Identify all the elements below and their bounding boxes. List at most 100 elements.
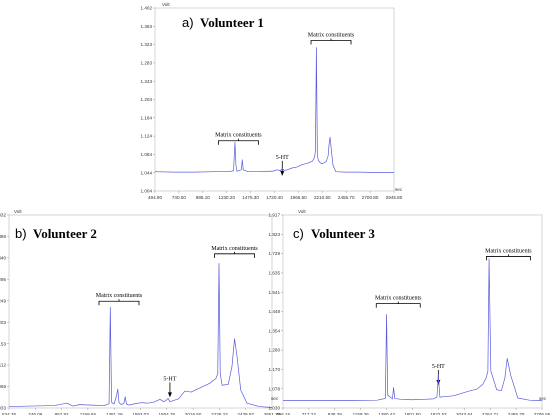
y-tick-label: 1.340 xyxy=(0,255,6,260)
y-tick-label: 1.729 xyxy=(269,251,281,256)
panel-letter: a) xyxy=(182,15,194,30)
y-tick-label: 1.283 xyxy=(141,61,153,66)
arrow-head xyxy=(280,170,285,176)
x-tick-label: 1230.20 xyxy=(218,195,235,200)
y-tick-label: 1.124 xyxy=(141,134,153,139)
x-tick-label: 740.00 xyxy=(172,195,186,200)
arrow-head xyxy=(436,379,441,385)
annotations: Matrix constituents 5-HT Matrix constituen… xyxy=(375,248,532,385)
x-tick-label: 1593.03 xyxy=(132,412,149,415)
y-tick-label: 1.078 xyxy=(269,386,281,391)
arrow-head xyxy=(167,392,172,398)
y-tick-label: 1.204 xyxy=(141,97,153,102)
bracket xyxy=(375,301,421,308)
x-tick-label: 2485.78 xyxy=(508,412,525,415)
plot-frame xyxy=(154,7,395,192)
x-unit-label: sec xyxy=(395,187,403,192)
y-tick-label: 1.066 xyxy=(0,384,6,389)
y-tick-label: 1.084 xyxy=(141,152,153,157)
x-tick-label: 1965.50 xyxy=(290,195,307,200)
y-tick-label: 1.203 xyxy=(0,320,6,325)
x-tick-label: 496.15 xyxy=(276,412,290,415)
panel-volunteer-2: Volt sec b) Volunteer 2 1.0331.0661.1121… xyxy=(0,209,281,415)
bracket xyxy=(98,299,140,306)
panel-volunteer-3: Volt sec c) Volunteer 3 1.0301.0781.1701… xyxy=(269,209,550,415)
y-unit-label: Volt xyxy=(14,209,22,214)
y-tick-label: 1.386 xyxy=(0,234,6,239)
x-tick-label: 2228.23 xyxy=(211,412,228,415)
x-tick-label: 1601.50 xyxy=(404,412,421,415)
panel-title: Volunteer 3 xyxy=(311,226,375,241)
y-tick-label: 1.170 xyxy=(269,367,281,372)
x-unit-label: sec xyxy=(271,396,279,401)
x-tick-label: 746.09 xyxy=(28,412,42,415)
y-tick-label: 1.363 xyxy=(141,24,153,29)
x-tick-label: 2455.70 xyxy=(338,195,355,200)
x-unit-label: sec xyxy=(539,396,547,401)
x-tick-label: 2210.60 xyxy=(314,195,331,200)
annotation-matrix-constituents: Matrix constituents xyxy=(485,248,532,254)
y-tick-label: 1.030 xyxy=(269,406,281,411)
panel-volunteer-1: Volt sec a) Volunteer 1 1.004 1.044 1.084 1… xyxy=(141,2,403,200)
x-axis: 534.36 746.09 957.82 1169.55 1381.29 1593.03 1… xyxy=(2,408,281,415)
x-tick-label: 2016.50 xyxy=(185,412,202,415)
x-tick-label: 2043.64 xyxy=(456,412,473,415)
annotations: Matrix constituents 5-HT Matrix constituen… xyxy=(215,33,355,176)
panel-title: Volunteer 2 xyxy=(33,226,97,241)
x-tick-label: 534.36 xyxy=(2,412,16,415)
x-tick-label: 1169.55 xyxy=(80,412,97,415)
x-tick-label: 1381.29 xyxy=(106,412,123,415)
x-tick-label: 1822.57 xyxy=(430,412,447,415)
series-lines xyxy=(154,47,394,173)
y-unit-label: Volt xyxy=(298,209,306,214)
y-axis: 1.033 1.066 1.112 1.153 1.203 1.249 1.295 1.340… xyxy=(0,213,9,411)
bracket xyxy=(485,254,531,261)
y-tick-label: 1.541 xyxy=(269,290,281,295)
y-unit-label: Volt xyxy=(162,2,170,7)
x-tick-label: 2439.97 xyxy=(237,412,254,415)
x-tick-label: 985.10 xyxy=(196,195,210,200)
x-tick-label: 938.29 xyxy=(328,412,342,415)
panel-title: Volunteer 1 xyxy=(200,15,264,30)
y-tick-label: 1.402 xyxy=(141,6,153,11)
annotation-matrix-constituents: Matrix constituents xyxy=(96,293,143,299)
x-tick-label: 2700.80 xyxy=(362,195,379,200)
annotation-matrix-constituents: Matrix constituents xyxy=(211,246,258,252)
y-tick-label: 1.917 xyxy=(269,213,281,218)
x-tick-label: 2264.71 xyxy=(482,412,499,415)
y-tick-label: 1.635 xyxy=(269,271,281,276)
annotation-matrix-constituents: Matrix constituents xyxy=(215,133,262,139)
x-tick-label: 1475.30 xyxy=(242,195,259,200)
annotation-matrix-constituents: Matrix constituents xyxy=(308,33,355,39)
x-tick-label: 1380.43 xyxy=(378,412,395,415)
bracket xyxy=(217,138,259,145)
y-tick-label: 1.249 xyxy=(0,298,6,303)
x-tick-label: 2945.80 xyxy=(386,195,403,200)
chromatogram-line xyxy=(8,263,273,408)
x-tick-label: 1804.76 xyxy=(158,412,175,415)
x-tick-label: 1720.40 xyxy=(266,195,283,200)
y-tick-label: 1.004 xyxy=(141,189,153,194)
plot-frame xyxy=(282,214,543,409)
y-tick-label: 1.033 xyxy=(0,406,6,411)
x-tick-label: 2706.85 xyxy=(534,412,550,415)
y-tick-label: 1.243 xyxy=(141,79,153,84)
x-tick-label: 1159.36 xyxy=(353,412,370,415)
y-tick-label: 1.354 xyxy=(269,328,281,333)
y-tick-label: 1.448 xyxy=(269,309,281,314)
annotation-5ht: 5-HT xyxy=(432,364,445,370)
annotation-5ht: 5-HT xyxy=(163,376,176,382)
series-lines xyxy=(283,258,543,401)
y-tick-label: 1.153 xyxy=(0,341,6,346)
annotation-matrix-constituents: Matrix constituents xyxy=(375,296,422,302)
bracket xyxy=(310,38,352,45)
y-axis: 1.004 1.044 1.084 1.124 1.164 1.204 1.243 1.283… xyxy=(141,6,155,194)
x-tick-label: 717.22 xyxy=(302,412,316,415)
y-tick-label: 1.044 xyxy=(141,170,153,175)
x-tick-label: 2651.70 xyxy=(264,412,281,415)
x-axis: 496.15 717.22 938.29 1159.36 1380.43 1601.50 1… xyxy=(276,408,550,415)
y-tick-label: 1.323 xyxy=(141,42,153,47)
plot-frame xyxy=(8,214,273,409)
y-tick-label: 1.112 xyxy=(0,363,6,368)
